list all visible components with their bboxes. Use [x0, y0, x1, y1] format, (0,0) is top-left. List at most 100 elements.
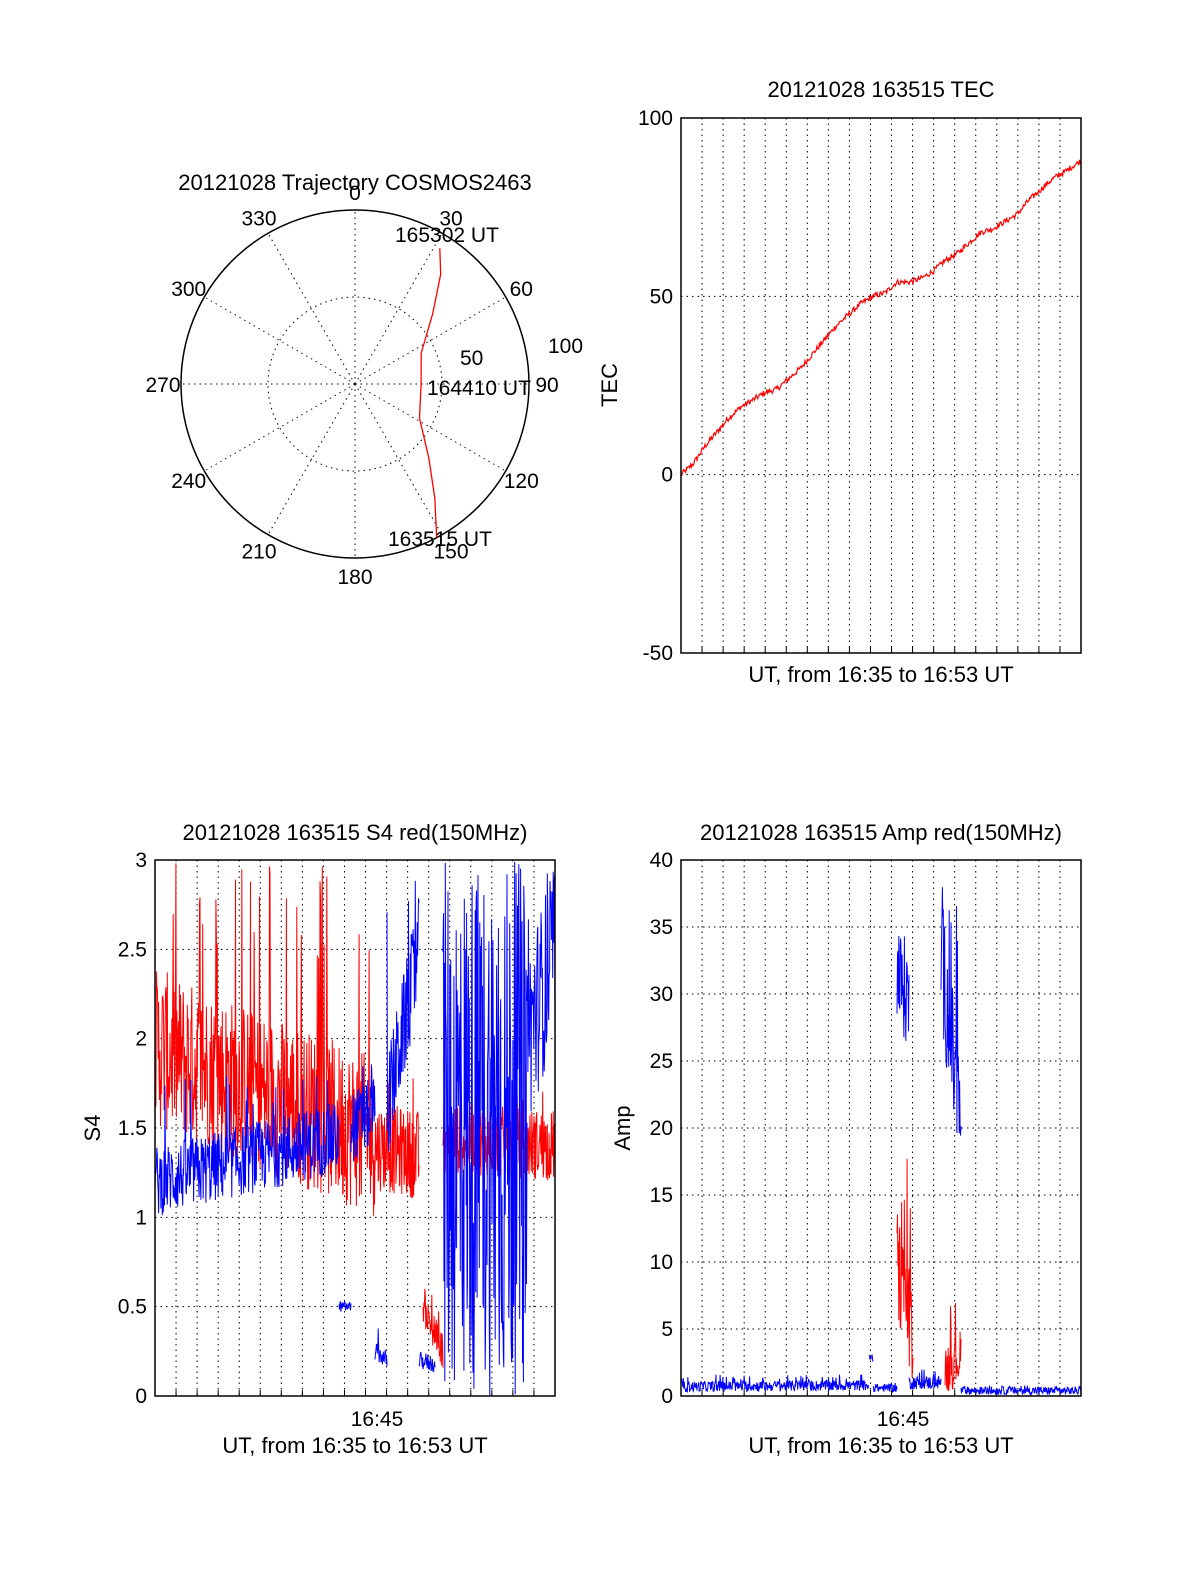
amp-y-tick-labels: 40 35 30 25 20 15 10 5 0 — [650, 849, 673, 1408]
polar-grid-ring-50 — [267, 296, 443, 472]
amp-y-tick-30: 30 — [650, 983, 673, 1006]
s4-series-0-segment-0 — [154, 863, 376, 1216]
polar-spoke-240 — [204, 383, 356, 472]
annotation-start-time: 165302 UT — [395, 224, 499, 247]
amp-series-1-segment-1 — [944, 1303, 962, 1392]
amp-grid — [681, 860, 1081, 1396]
azimuth-label-150: 150 — [433, 540, 468, 563]
tec-series — [680, 159, 1082, 477]
amp-y-tick-25: 25 — [650, 1050, 673, 1073]
amp-y-axis-label: Amp — [610, 1105, 635, 1150]
amp-series-0-segment-4 — [908, 1369, 942, 1390]
tec-y-tick-100: 100 — [638, 107, 673, 130]
amp-plot-frame — [680, 859, 1082, 1397]
polar-spoke-300 — [204, 296, 356, 385]
amp-series-0-segment-3 — [896, 935, 910, 1041]
s4-panel: 20121028 163515 S4 red(150MHz) 3 2.5 2 1.5 1… — [80, 820, 556, 1458]
tec-x-axis-label: UT, from 16:35 to 16:53 UT — [748, 662, 1013, 687]
s4-series-1-segment-0 — [154, 1075, 340, 1216]
s4-series-0-segment-3 — [422, 1288, 436, 1346]
radial-label-50: 50 — [460, 347, 483, 370]
azimuth-label-240: 240 — [171, 470, 206, 493]
s4-series — [154, 861, 556, 1396]
s4-y-tick-3: 3 — [135, 849, 147, 872]
s4-y-tick-labels: 3 2.5 2 1.5 1 0.5 0 — [118, 849, 147, 1408]
azimuth-label-0: 0 — [349, 182, 361, 205]
s4-title: 20121028 163515 S4 red(150MHz) — [183, 820, 528, 845]
trajectory-line — [418, 248, 442, 538]
tec-title: 20121028 163515 TEC — [767, 77, 994, 102]
azimuth-label-30: 30 — [439, 208, 462, 231]
s4-y-tick-2.5: 2.5 — [118, 938, 147, 961]
s4-series-1-segment-3 — [374, 1328, 388, 1367]
s4-series-1-segment-2 — [350, 1064, 376, 1162]
polar-spoke-330 — [267, 233, 356, 385]
s4-x-axis-label: UT, from 16:35 to 16:53 UT — [222, 1433, 487, 1458]
polar-outer-circle — [180, 209, 530, 559]
s4-series-1-segment-4 — [386, 880, 420, 1152]
polar-spoke-60 — [354, 296, 506, 385]
azimuth-label-330: 330 — [241, 208, 276, 231]
amp-series-0-segment-6 — [960, 1384, 1082, 1397]
amp-y-tick-20: 20 — [650, 1117, 673, 1140]
amp-panel: 20121028 163515 Amp red(150MHz) 40 35 30 25… — [610, 820, 1082, 1458]
annotation-mid-time: 164410 UT — [427, 377, 531, 400]
amp-title: 20121028 163515 Amp red(150MHz) — [700, 820, 1062, 845]
amp-y-tick-0: 0 — [661, 1385, 673, 1408]
azimuth-label-180: 180 — [337, 566, 372, 589]
amp-series-0-segment-2 — [872, 1382, 898, 1394]
tec-y-tick-0: 0 — [661, 464, 673, 487]
amp-x-tick-1645: 16:45 — [877, 1408, 930, 1431]
amp-y-tick-15: 15 — [650, 1184, 673, 1207]
tec-y-axis-label: TEC — [597, 363, 622, 407]
s4-y-tick-1: 1 — [135, 1206, 147, 1229]
polar-trajectory-panel: 20121028 Trajectory COSMOS2463 0 30 60 90 12… — [145, 170, 583, 589]
polar-grid — [181, 210, 529, 558]
azimuth-label-90: 90 — [535, 374, 558, 397]
amp-x-axis-label: UT, from 16:35 to 16:53 UT — [748, 1433, 1013, 1458]
s4-y-tick-1.5: 1.5 — [118, 1117, 147, 1140]
amp-y-tick-35: 35 — [650, 916, 673, 939]
radial-label-100: 100 — [548, 335, 583, 358]
tec-y-tick--50: -50 — [643, 642, 673, 665]
amp-series — [680, 887, 1082, 1397]
azimuth-label-60: 60 — [510, 278, 533, 301]
s4-plot-frame — [154, 859, 556, 1397]
amp-y-tick-40: 40 — [650, 849, 673, 872]
s4-series-1-segment-1 — [338, 1300, 352, 1312]
tec-line — [680, 159, 1082, 477]
s4-series-0-segment-2 — [434, 1311, 444, 1368]
tec-plot-frame — [680, 117, 1082, 654]
polar-spoke-210 — [267, 383, 356, 535]
amp-y-tick-10: 10 — [650, 1251, 673, 1274]
s4-series-1-segment-5 — [418, 1351, 436, 1373]
tec-grid — [681, 118, 1081, 653]
polar-spoke-30 — [354, 233, 443, 385]
amp-y-tick-5: 5 — [661, 1318, 673, 1341]
amp-series-0-segment-0 — [680, 1374, 870, 1394]
polar-title: 20121028 Trajectory COSMOS2463 — [178, 170, 531, 195]
s4-x-tick-1645: 16:45 — [351, 1408, 404, 1431]
tec-panel: 20121028 163515 TEC 100 50 0 -50 UT, from 1… — [597, 77, 1082, 687]
s4-series-1-segment-6 — [442, 861, 528, 1396]
amp-series-0-segment-1 — [868, 1354, 874, 1362]
s4-series-1-segment-7 — [526, 871, 556, 1112]
amp-series-1-segment-0 — [896, 1158, 914, 1378]
trajectory-series — [418, 248, 442, 538]
tec-y-tick-labels: 100 50 0 -50 — [638, 107, 673, 665]
azimuth-labels: 0 30 60 90 120 150 180 210 240 270 300 330 — [145, 182, 558, 589]
s4-y-axis-label: S4 — [80, 1115, 105, 1142]
azimuth-label-270: 270 — [145, 374, 180, 397]
polar-spoke-120 — [354, 383, 506, 472]
s4-y-tick-0.5: 0.5 — [118, 1296, 147, 1319]
azimuth-label-300: 300 — [171, 278, 206, 301]
azimuth-label-210: 210 — [241, 540, 276, 563]
azimuth-label-120: 120 — [504, 470, 539, 493]
annotation-end-time: 163515 UT — [388, 528, 492, 551]
s4-y-tick-0: 0 — [135, 1385, 147, 1408]
s4-y-tick-2: 2 — [135, 1028, 147, 1051]
s4-series-0-segment-1 — [374, 1078, 420, 1198]
amp-series-0-segment-5 — [940, 887, 962, 1136]
